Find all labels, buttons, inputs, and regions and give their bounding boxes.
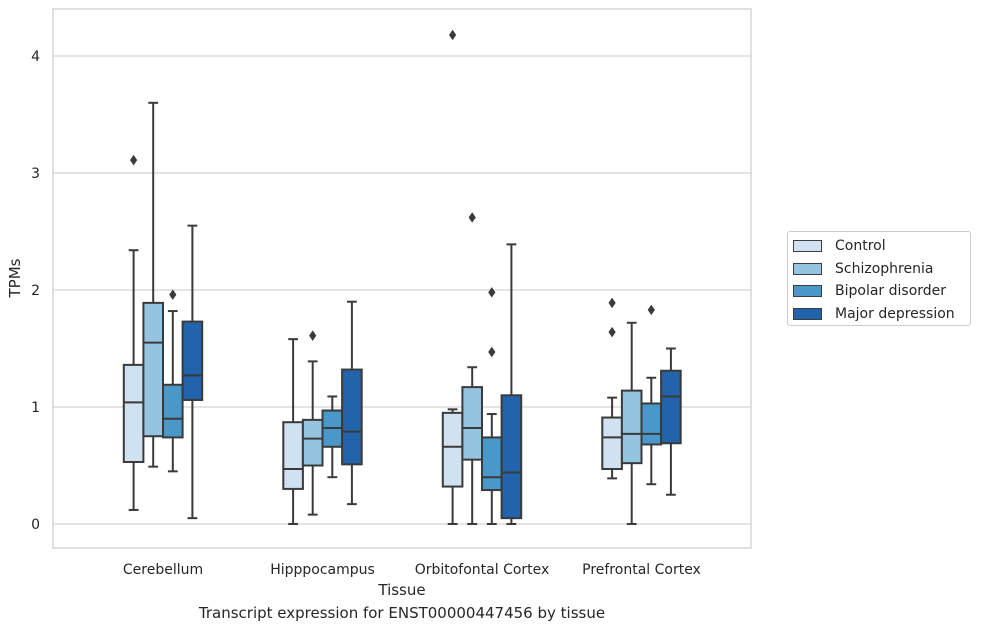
legend-label: Schizophrenia [835, 260, 934, 277]
box-body [341, 368, 363, 466]
y-tick-2: 2 [31, 283, 40, 299]
outlier-1 [608, 297, 616, 309]
box-3-3 [660, 347, 682, 496]
box-body [301, 418, 324, 467]
box-body [640, 402, 663, 446]
outlier-0 [169, 289, 177, 300]
box-0-3 [601, 297, 623, 480]
y-axis-label: TPMs [6, 258, 24, 298]
x-tick-3: Prefrontal Cortex [582, 562, 701, 578]
box-2-2 [481, 287, 503, 525]
box-body [162, 383, 184, 439]
y-tick-4: 4 [31, 49, 40, 65]
box-body [122, 363, 145, 463]
box-body [142, 301, 164, 438]
box-1-0 [142, 101, 164, 468]
box-body [181, 320, 204, 401]
x-tick-0: Cerebellum [123, 562, 203, 578]
x-tick-2: Orbitofontal Cortex [415, 562, 550, 578]
box-2-3 [640, 304, 663, 486]
legend-label: Major depression [835, 305, 955, 322]
legend-swatch [793, 307, 822, 320]
box-body [660, 369, 682, 445]
outlier-0 [488, 346, 496, 358]
outlier-1 [488, 287, 496, 298]
legend-swatch [793, 240, 822, 252]
box-3-1 [341, 300, 363, 506]
box-body [461, 386, 483, 461]
box-0-2 [441, 29, 464, 525]
y-tick-3: 3 [31, 166, 40, 182]
outlier-0 [130, 154, 138, 166]
box-3-2 [500, 243, 523, 525]
x-axis-label: Tissue [377, 581, 425, 599]
outlier-0 [449, 29, 457, 41]
outlier-0 [309, 330, 317, 341]
outlier-0 [468, 212, 476, 223]
y-tick-1: 1 [31, 400, 40, 416]
box-2-1 [321, 395, 344, 479]
box-body [282, 421, 304, 490]
box-1-2 [461, 212, 483, 525]
box-1-3 [620, 321, 643, 525]
boxes [122, 29, 682, 525]
y-tick-labels: 0 1 2 3 4 [31, 49, 40, 533]
legend-label: Bipolar disorder [835, 283, 947, 299]
box-3-0 [181, 224, 204, 520]
x-tick-labels: Cerebellum Hipppocampus Orbitofontal Corte… [123, 562, 701, 578]
box-0-0 [122, 154, 145, 511]
box-1-1 [301, 330, 324, 516]
box-2-0 [162, 289, 184, 473]
outlier-0 [608, 326, 616, 338]
legend-item-2: Bipolar disorder [793, 281, 946, 301]
legend-swatch [793, 285, 822, 297]
outlier-0 [647, 304, 655, 316]
legend-label: Control [835, 238, 886, 254]
box-body [441, 411, 464, 488]
legend: Control Schizophrenia Bipolar disorder Majo… [787, 231, 971, 326]
legend-item-3: Major depression [793, 304, 955, 324]
y-tick-0: 0 [31, 517, 40, 533]
legend-item-0: Control [793, 236, 886, 256]
legend-swatch [793, 262, 822, 275]
legend-item-1: Schizophrenia [793, 259, 933, 279]
box-body [481, 436, 503, 492]
box-body [500, 394, 523, 520]
box-body [620, 389, 643, 465]
x-tick-1: Hipppocampus [270, 562, 375, 578]
chart-caption: Transcript expression for ENST0000044745… [198, 604, 606, 622]
box-body [601, 416, 623, 471]
